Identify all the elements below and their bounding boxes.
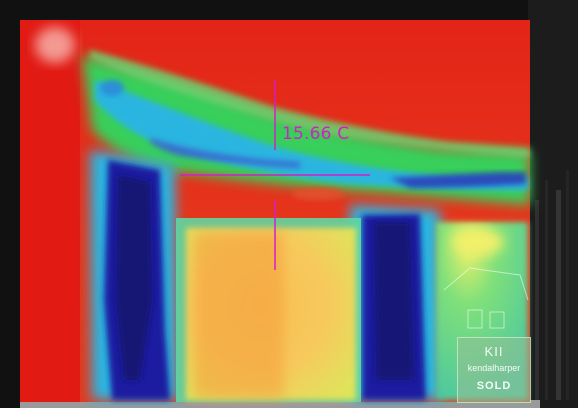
ceiling-blue-streak-right bbox=[390, 172, 526, 188]
right-pillar-core bbox=[374, 222, 414, 380]
sign-logo: KII bbox=[484, 344, 504, 359]
right-window-house-outline bbox=[443, 267, 529, 329]
left-pillar-core bbox=[116, 175, 152, 380]
sold-sign: KII kendalharper SOLD bbox=[457, 337, 531, 403]
left-hot-strip bbox=[20, 20, 80, 402]
ceiling-green-fringe bbox=[90, 50, 530, 158]
center-window-orange bbox=[194, 232, 284, 398]
sign-brand: kendalharper bbox=[467, 363, 521, 373]
photo-right-texture bbox=[535, 170, 569, 400]
thermal-overlay bbox=[20, 20, 530, 402]
photo-bottom-strip bbox=[20, 400, 540, 408]
right-window-bright bbox=[452, 228, 504, 256]
sign-status: SOLD bbox=[476, 380, 512, 392]
ceiling-orange-spot bbox=[292, 188, 344, 200]
ceiling-blue-streak bbox=[150, 138, 300, 168]
temperature-readout: 15.66 C bbox=[282, 124, 350, 144]
ceiling-left-blob bbox=[100, 80, 124, 96]
left-corner-highlight bbox=[35, 27, 75, 63]
crosshair bbox=[180, 80, 370, 270]
